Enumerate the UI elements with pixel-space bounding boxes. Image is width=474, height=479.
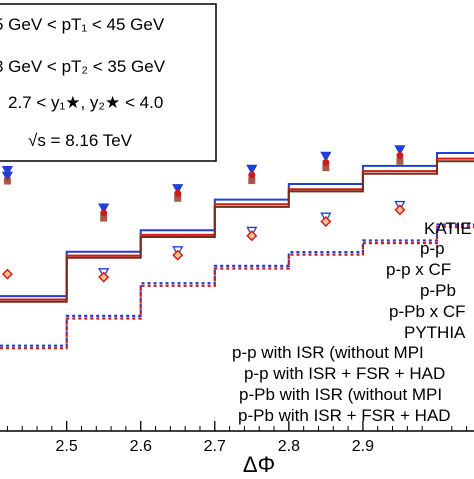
- series-line-5: [0, 226, 474, 350]
- marker-layer: [1, 145, 406, 283]
- legend-label-4: p-Pb: [420, 281, 456, 300]
- marker-5-point-1: [98, 271, 110, 283]
- x-tick-label-3: 2.7: [204, 438, 226, 455]
- info-box-line-4: √s = 8.16 TeV: [28, 131, 133, 150]
- marker-6-point-1: [1, 165, 14, 177]
- legend-label-3: p-p x CF: [386, 260, 451, 279]
- legend-label-8: p-p with ISR + FSR + HAD: [244, 364, 445, 383]
- marker-7-point-1: [3, 177, 11, 185]
- series-line-2: [0, 157, 474, 301]
- x-tick-label-5: 2.9: [352, 438, 374, 455]
- marker-8-point-1: [1, 268, 13, 280]
- legend-label-1: KATIE: [424, 219, 472, 238]
- marker-4-point-3: [246, 226, 258, 237]
- series-line-1: [0, 152, 474, 298]
- marker-3-point-1: [100, 214, 108, 222]
- marker-2-point-5: [396, 152, 404, 160]
- marker-4-point-4: [320, 212, 332, 223]
- legend-label-9: p-Pb with ISR (without MPI: [239, 385, 442, 404]
- marker-1-point-5: [394, 145, 406, 156]
- x-tick-label-4: 2.8: [278, 438, 300, 455]
- legend-label-7: p-p with ISR (without MPI: [232, 343, 424, 362]
- marker-6-point-2: [1, 171, 14, 182]
- marker-3-point-5: [396, 157, 404, 165]
- legend-label-2: p-p: [420, 239, 445, 258]
- info-box-line-1: 5 GeV < pT₁ < 45 GeV: [0, 15, 165, 34]
- marker-4-point-5: [394, 200, 406, 211]
- marker-4-point-2: [172, 246, 184, 257]
- marker-1-point-1: [98, 203, 110, 214]
- info-box-frame: [0, 3, 217, 162]
- x-axis-label: ΔΦ: [243, 452, 275, 474]
- legend-label-6: PYTHIA: [404, 323, 466, 342]
- info-box-line-3: 2.7 < y₁★, y₂★ < 4.0: [8, 93, 163, 112]
- series-line-3: [0, 160, 474, 303]
- info-box-line-2: 3 GeV < pT₂ < 35 GeV: [0, 57, 166, 76]
- marker-2-point-3: [248, 171, 256, 179]
- marker-3-point-2: [174, 194, 182, 202]
- x-tick-label-1: 2.5: [56, 438, 78, 455]
- info-box: 5 GeV < pT₁ < 45 GeV 3 GeV < pT₂ < 35 Ge…: [0, 3, 217, 162]
- marker-1-point-3: [246, 164, 258, 175]
- marker-5-point-2: [172, 249, 184, 261]
- marker-3-point-3: [248, 177, 256, 185]
- marker-5-point-3: [246, 230, 258, 242]
- x-tick-label-2: 2.6: [130, 438, 152, 455]
- legend-label-5: p-Pb x CF: [389, 302, 466, 321]
- marker-1-point-4: [320, 151, 332, 162]
- series-layer: [0, 152, 474, 350]
- legend-label-10: p-Pb with ISR + FSR + HAD: [238, 406, 451, 425]
- series-line-4: [0, 223, 474, 347]
- marker-5-point-5: [394, 204, 406, 216]
- x-axis-ticks: 2.5 2.6 2.7 2.8 2.9: [6, 421, 468, 455]
- legend: KATIE p-p p-p x CF p-Pb p-Pb x CF PYTHIA…: [232, 219, 472, 425]
- marker-4-point-1: [98, 268, 110, 279]
- marker-3-point-4: [322, 164, 330, 172]
- marker-1-point-2: [172, 184, 184, 195]
- marker-5-point-4: [320, 216, 332, 228]
